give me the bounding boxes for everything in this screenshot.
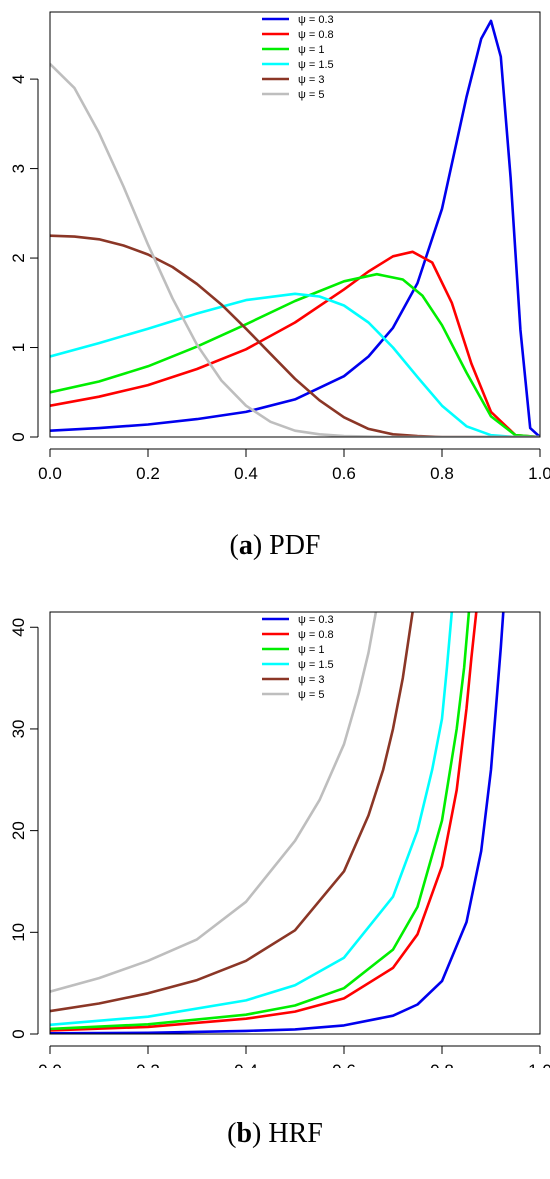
pdf-series-line-0 [50,19,540,437]
pdf-x-tick-label: 0.6 [332,464,356,483]
pdf-caption: (a) PDF [229,530,321,561]
hrf-y-tick-label: 30 [9,719,28,738]
hrf-legend-label: ψ = 3 [298,674,325,686]
hrf-x-tick-label: 0.4 [234,1061,258,1068]
hrf-series-line-1 [50,612,478,1032]
hrf-series-line-3 [50,612,454,1027]
pdf-x-tick-label: 0.4 [234,464,258,483]
pdf-y-tick-label: 4 [9,74,28,83]
pdf-legend-label: ψ = 5 [298,89,325,101]
hrf-caption-letter: b [236,1118,253,1149]
hrf-x-tick-label: 0.0 [38,1061,62,1068]
hrf-legend-label: ψ = 1 [298,644,325,656]
hrf-x-tick-label: 0.2 [136,1061,160,1068]
hrf-x-tick-label: 0.6 [332,1061,356,1068]
pdf-panel: 0.0 0.2 0.4 0.6 0.8 1.0 0 1 2 3 4 ψ = 0.3 ψ = 0.8 ψ =… [0,0,550,520]
pdf-caption-text: PDF [269,530,321,561]
hrf-y-tick-label: 10 [9,923,28,942]
hrf-series-line-0 [50,612,505,1034]
pdf-y-tick-label: 2 [9,253,28,262]
pdf-series-line-5 [50,62,540,437]
pdf-series-line-1 [50,250,540,437]
hrf-legend-label: ψ = 1.5 [298,659,334,671]
hrf-series-line-4 [50,612,414,1013]
hrf-x-tick-label: 0.8 [430,1061,454,1068]
hrf-series-line-2 [50,612,471,1031]
pdf-legend-label: ψ = 1.5 [298,59,334,71]
hrf-legend-label: ψ = 0.3 [298,614,334,626]
hrf-caption: (b) HRF [227,1118,323,1149]
pdf-series-line-2 [50,272,540,437]
pdf-x-tick-label: 0.8 [430,464,454,483]
pdf-x-tick-label: 0.2 [136,464,160,483]
hrf-x-tick-label: 1.0 [528,1061,550,1068]
hrf-legend: ψ = 0.3 ψ = 0.8 ψ = 1 ψ = 1.5 ψ = 3 ψ = 5 [262,614,334,701]
pdf-legend: ψ = 0.3 ψ = 0.8 ψ = 1 ψ = 1.5 ψ = 3 ψ = 5 [262,14,334,101]
pdf-legend-label: ψ = 1 [298,44,325,56]
hrf-chart: 0.00.20.40.60.81.0010203040ψ = 0.3ψ = 0.… [9,611,550,1080]
pdf-series-line-3 [50,292,540,437]
hrf-panel: 0.00.20.40.60.81.0010203040ψ = 0.3ψ = 0.… [0,588,550,1080]
pdf-y-tick-label: 1 [9,343,28,352]
hrf-plot-frame [49,611,541,1035]
pdf-legend-label: ψ = 0.8 [298,29,334,41]
pdf-x-tick-label: 0.0 [38,464,62,483]
pdf-legend-label: ψ = 0.3 [298,14,334,26]
pdf-plot-frame [49,11,541,438]
hrf-y-tick-label: 0 [9,1029,28,1038]
pdf-legend-label: ψ = 3 [298,74,325,86]
hrf-y-tick-label: 40 [9,618,28,637]
pdf-y-tick-label: 3 [9,164,28,173]
hrf-legend-label: ψ = 0.8 [298,629,334,641]
hrf-legend-label: ψ = 5 [298,689,325,701]
pdf-caption-letter: a [238,530,253,561]
hrf-y-tick-label: 20 [9,821,28,840]
pdf-y-tick-label: 0 [9,432,28,441]
pdf-x-tick-label: 1.0 [528,464,550,483]
hrf-series-line-5 [50,612,378,993]
hrf-caption-text: HRF [268,1118,323,1149]
